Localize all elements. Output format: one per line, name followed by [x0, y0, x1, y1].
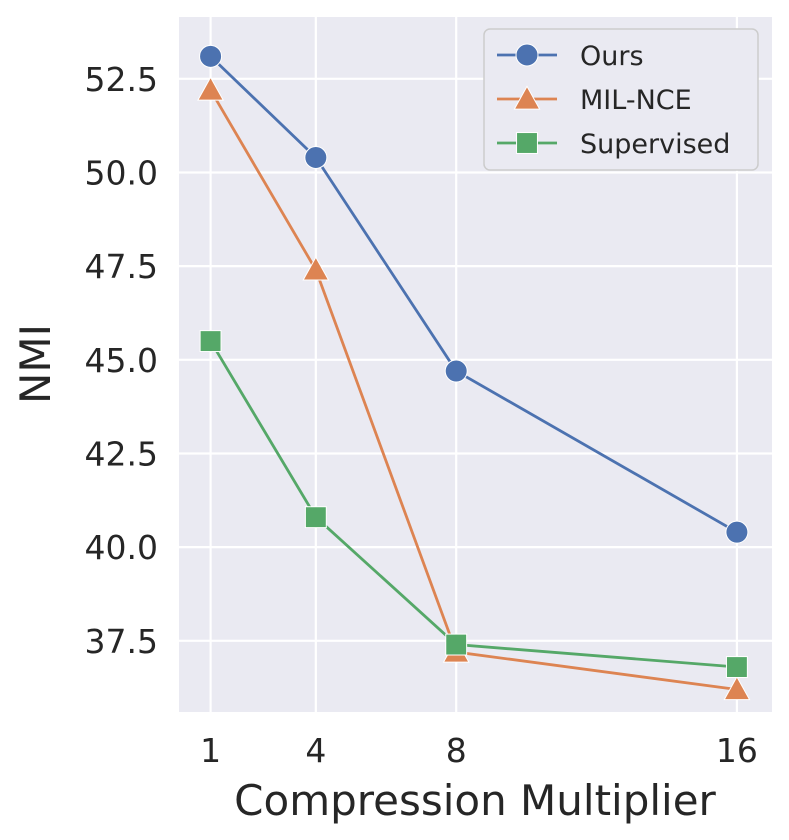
legend-marker-mil-nce	[513, 85, 541, 110]
series-supervised	[199, 330, 748, 678]
data-point-ours	[444, 359, 468, 383]
legend: Ours MIL-NCE Supervised	[483, 28, 759, 171]
y-tick-label: 47.5	[85, 247, 158, 286]
data-point-mil-nce	[302, 256, 330, 281]
series-line-ours	[209, 55, 738, 534]
x-tick-label: 1	[200, 731, 221, 770]
x-axis-title: Compression Multiplier	[234, 776, 716, 825]
y-tick-label: 50.0	[85, 153, 158, 192]
legend-entry-mil-nce: MIL-NCE	[497, 85, 692, 116]
data-point-supervised	[445, 633, 468, 656]
x-tick-label: 4	[305, 731, 326, 770]
series-line-mil-nce	[209, 89, 738, 691]
legend-entry-ours: Ours	[497, 41, 644, 72]
legend-label-supervised: Supervised	[580, 129, 730, 160]
series-layer	[197, 44, 751, 701]
y-tick-label: 37.5	[85, 622, 158, 661]
legend-label-ours: Ours	[580, 41, 644, 72]
data-point-ours	[304, 145, 328, 169]
y-tick-labels: 37.5 40.0 42.5 45.0 47.5 50.0 52.5	[85, 60, 158, 661]
data-point-ours	[725, 520, 749, 544]
y-tick-label: 45.0	[85, 341, 158, 380]
legend-label-mil-nce: MIL-NCE	[580, 85, 692, 116]
data-point-supervised	[304, 506, 327, 529]
x-tick-label: 16	[716, 731, 758, 770]
x-tick-label: 8	[446, 731, 467, 770]
legend-marker-ours	[515, 43, 539, 67]
data-point-supervised	[199, 330, 222, 353]
legend-marker-supervised	[516, 132, 538, 154]
series-line-supervised	[209, 340, 738, 669]
data-point-ours	[199, 44, 223, 68]
data-point-supervised	[725, 656, 748, 678]
data-point-mil-nce	[723, 675, 751, 701]
x-tick-labels: 1 4 8 16	[200, 731, 758, 770]
data-point-mil-nce	[197, 76, 225, 101]
y-tick-label: 40.0	[85, 528, 158, 567]
series-ours	[199, 44, 749, 544]
y-axis-title: NMI	[11, 324, 60, 404]
y-tick-label: 42.5	[85, 434, 158, 473]
legend-box	[483, 28, 759, 171]
y-tick-label: 52.5	[85, 60, 158, 99]
legend-entry-supervised: Supervised	[497, 129, 730, 160]
